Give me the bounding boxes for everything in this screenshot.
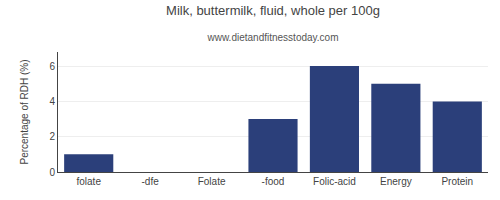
- svg-text:Folate: Folate: [198, 176, 226, 187]
- svg-text:0: 0: [49, 167, 55, 178]
- svg-text:Energy: Energy: [380, 176, 412, 187]
- svg-text:Milk, buttermilk, fluid, whole: Milk, buttermilk, fluid, whole per 100g: [166, 3, 380, 18]
- svg-text:-dfe: -dfe: [142, 176, 160, 187]
- svg-text:www.dietandfitnesstoday.com: www.dietandfitnesstoday.com: [207, 32, 339, 43]
- svg-text:-food: -food: [262, 176, 285, 187]
- svg-text:4: 4: [49, 96, 55, 107]
- svg-text:Percentage of RDH (%): Percentage of RDH (%): [19, 59, 30, 164]
- svg-text:Folic-acid: Folic-acid: [313, 176, 356, 187]
- svg-text:Protein: Protein: [441, 176, 473, 187]
- svg-text:2: 2: [49, 131, 55, 142]
- svg-text:folate: folate: [76, 176, 101, 187]
- svg-text:6: 6: [49, 61, 55, 72]
